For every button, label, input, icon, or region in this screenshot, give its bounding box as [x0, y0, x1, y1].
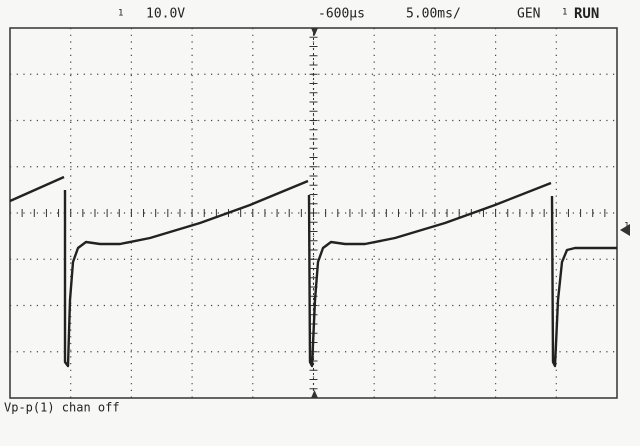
acquisition-mode: GEN — [517, 7, 540, 22]
time-per-div: 5.00ms/ — [406, 7, 461, 22]
measurement-readout: Vp-p(1) chan off — [4, 401, 120, 415]
channel-label: 1 — [118, 9, 123, 19]
trigger-channel: 1 — [562, 8, 567, 18]
ground-arrow — [620, 224, 630, 236]
volts-per-div: 10.0V — [146, 7, 185, 22]
trigger-delay: -600µs — [318, 7, 365, 22]
run-status: RUN — [574, 6, 599, 22]
trigger-marker-bottom — [311, 390, 318, 398]
waveform-trace — [9, 175, 617, 368]
trigger-marker-top — [311, 28, 318, 36]
